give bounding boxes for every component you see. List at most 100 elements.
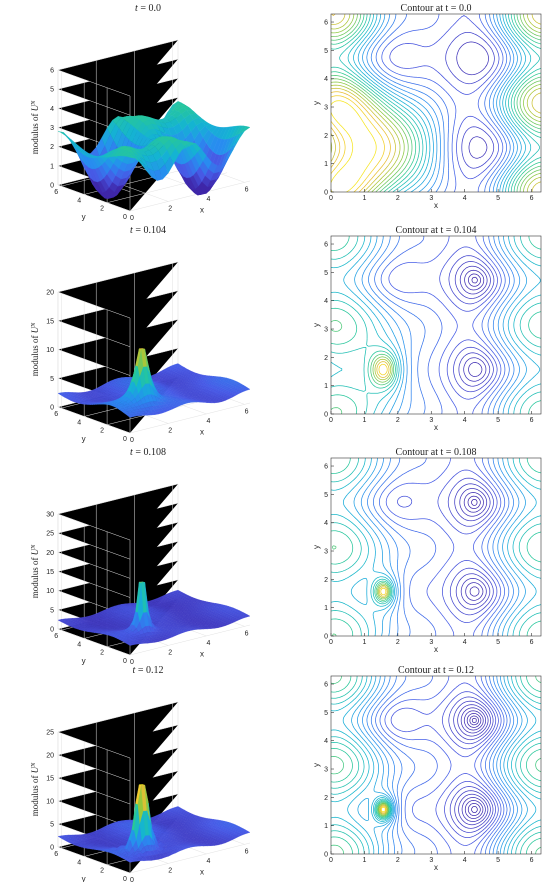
- contour-plot-3: 0 1 2 3 4 5 6 0 1 2 3 4 5 6 x y Contour at t = 0.104: [312, 225, 542, 432]
- x-axis-label: x: [200, 650, 204, 659]
- contour-plot-1: 0 1 2 3 4 5 6 0 1 2 3 4 5 6 x y Contour at t = 0.0: [312, 3, 542, 210]
- z-tick-label: 0: [50, 627, 54, 634]
- y-tick-label: 4: [77, 641, 81, 648]
- x-tick-label: 2: [168, 867, 172, 874]
- floor-gridline: [129, 180, 251, 212]
- y-axis-label: y: [312, 323, 321, 327]
- z-axis-label: modulus of UN: [30, 322, 40, 377]
- y-tick-label: 3: [324, 327, 328, 334]
- y-tick-label: 2: [324, 355, 328, 362]
- surface-title: t = 0.108: [130, 447, 166, 458]
- contour-title: Contour at t = 0.104: [396, 225, 477, 236]
- y-tick-label: 0: [123, 214, 127, 221]
- contour-line: [389, 15, 500, 180]
- contour-line: [339, 14, 540, 192]
- z-tick-label: 0: [50, 845, 54, 852]
- contour-line: [361, 236, 521, 414]
- x-tick-label: 4: [206, 418, 210, 425]
- x-tick-label: 0: [130, 215, 134, 222]
- x-tick-label: 2: [168, 649, 172, 656]
- contour-line: [331, 14, 541, 192]
- z-tick-label: 30: [46, 512, 54, 519]
- x-tick-label: 5: [496, 639, 500, 646]
- x-tick-label: 6: [245, 186, 249, 193]
- contour-plot-5: 0 1 2 3 4 5 6 0 1 2 3 4 5 6 x y Contour at t = 0.108: [312, 447, 542, 654]
- x-axis-label: x: [434, 645, 438, 654]
- y-tick-label: 2: [324, 133, 328, 140]
- y-tick-label: 6: [54, 633, 58, 640]
- y-tick-label: 1: [324, 823, 328, 830]
- x-tick-label: 6: [530, 417, 534, 424]
- contour-line: [381, 14, 504, 192]
- y-tick-label: 0: [324, 190, 328, 197]
- contour-title: Contour at t = 0.12: [398, 665, 474, 676]
- y-tick-label: 3: [324, 105, 328, 112]
- contour-title: Contour at t = 0.108: [396, 447, 477, 458]
- z-tick-label: 15: [46, 318, 54, 325]
- z-tick-label: 15: [46, 776, 54, 783]
- contour-title: Contour at t = 0.0: [401, 3, 472, 14]
- x-tick-label: 4: [206, 640, 210, 647]
- x-tick-label: 2: [396, 417, 400, 424]
- contour-line: [459, 265, 488, 382]
- contour-line: [331, 14, 541, 192]
- plot-frame: [330, 13, 542, 193]
- floor-gridline: [57, 184, 131, 212]
- contour-line: [331, 14, 541, 192]
- z-tick-label: 20: [46, 550, 54, 557]
- y-tick-label: 6: [324, 242, 328, 249]
- y-tick-label: 4: [77, 197, 81, 204]
- z-tick-label: 2: [50, 144, 54, 151]
- y-tick-label: 6: [324, 20, 328, 27]
- floor-gridline: [129, 624, 251, 656]
- y-tick-label: 5: [324, 492, 328, 499]
- z-tick-label: 20: [46, 290, 54, 297]
- x-tick-label: 0: [130, 877, 134, 882]
- contour-line: [331, 320, 395, 414]
- x-tick-label: 0: [329, 639, 333, 646]
- contour-line: [456, 41, 489, 159]
- surface-patch: [244, 387, 251, 391]
- x-tick-label: 3: [429, 857, 433, 864]
- x-tick-label: 0: [130, 437, 134, 444]
- z-tick-label: 10: [46, 588, 54, 595]
- contour-line: [366, 14, 515, 192]
- x-tick-label: 6: [530, 195, 534, 202]
- z-tick-label: 4: [50, 106, 54, 113]
- floor-gridline: [57, 406, 131, 434]
- x-tick-label: 3: [429, 639, 433, 646]
- surface-title: t = 0.0: [135, 3, 161, 14]
- x-tick-label: 2: [168, 205, 172, 212]
- y-tick-label: 6: [324, 682, 328, 689]
- y-axis-label: y: [312, 545, 321, 549]
- x-tick-label: 1: [362, 417, 366, 424]
- contour-line: [378, 363, 388, 376]
- z-tick-label: 3: [50, 125, 54, 132]
- contour-line: [388, 236, 502, 414]
- x-tick-label: 1: [362, 857, 366, 864]
- contour-line: [372, 356, 393, 383]
- z-tick-label: 1: [50, 163, 54, 170]
- x-tick-label: 1: [362, 639, 366, 646]
- x-axis-label: x: [200, 428, 204, 437]
- x-axis-label: x: [200, 206, 204, 215]
- x-tick-label: 6: [530, 639, 534, 646]
- x-tick-label: 2: [396, 195, 400, 202]
- contour-line: [331, 236, 541, 414]
- surface-mesh: [57, 348, 251, 418]
- contour-line: [331, 236, 541, 414]
- contour-line: [374, 236, 510, 414]
- surface-mesh: [57, 581, 251, 646]
- contour-line: [454, 261, 491, 387]
- contour-line: [370, 14, 511, 192]
- y-tick-label: 6: [54, 411, 58, 418]
- z-tick-label: 6: [50, 68, 54, 75]
- x-tick-label: 4: [206, 858, 210, 865]
- x-tick-label: 2: [168, 427, 172, 434]
- z-axis-label: modulus of UN: [30, 544, 40, 599]
- y-tick-label: 0: [324, 852, 328, 859]
- y-axis-label: y: [312, 101, 321, 105]
- z-tick-label: 0: [50, 183, 54, 190]
- y-tick-label: 0: [324, 634, 328, 641]
